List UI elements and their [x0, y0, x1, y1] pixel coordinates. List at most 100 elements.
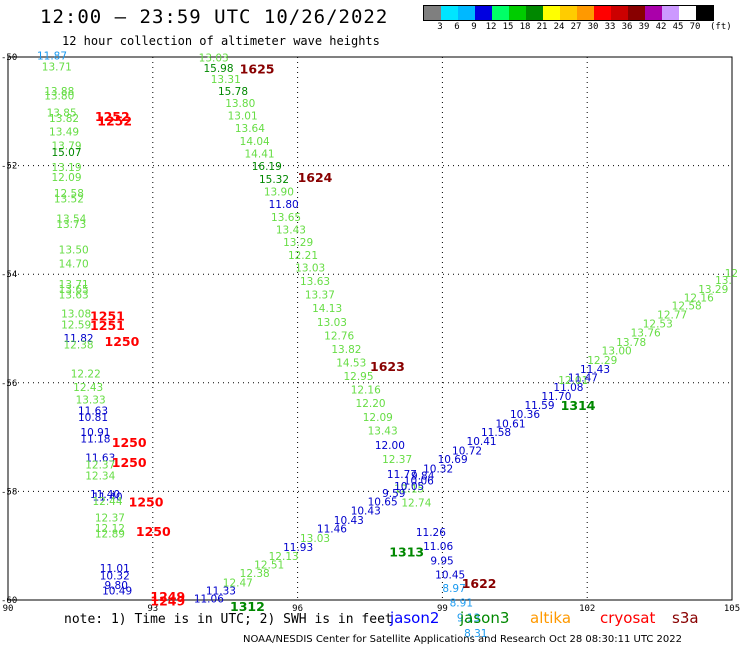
x-tick-label: 96 [292, 604, 303, 614]
wave-height-label: 13.03 [295, 262, 325, 274]
time-mark: 1251 [90, 318, 125, 333]
legend-label: 36 [621, 22, 633, 32]
legend-swatch [458, 6, 475, 20]
wave-height-label: 15.78 [218, 86, 248, 98]
wave-height-label: 11.01 [100, 563, 130, 575]
wave-height-label: 12.01 [558, 375, 588, 387]
wave-height-label: 13.73 [56, 219, 86, 231]
wave-height-label: 10.69 [438, 454, 468, 466]
wave-height-label: 12.58 [54, 188, 84, 200]
wave-height-label: 13.00 [602, 346, 632, 358]
time-mark: 1250 [136, 524, 171, 539]
wave-height-label: 15.98 [203, 63, 233, 75]
legend-label: 27 [570, 22, 582, 32]
y-tick-label: -50 [1, 53, 17, 63]
wave-height-label: 12.12 [95, 523, 125, 535]
wave-height-label: 13.01 [228, 110, 258, 122]
wave-height-label: 13.65 [271, 212, 301, 224]
legend-swatch [424, 6, 441, 20]
wave-height-label: 13.64 [235, 123, 265, 135]
wave-height-label: 12.37 [95, 512, 125, 524]
time-mark: 1252 [97, 113, 132, 128]
legend-swatch [509, 6, 526, 20]
legend-swatch [645, 6, 662, 20]
x-tick-label: 99 [437, 604, 448, 614]
satellite-s3a: s3a [672, 609, 699, 627]
legend-label: 12 [485, 22, 497, 32]
wave-height-label: 11.87 [37, 51, 67, 63]
wave-height-label: 11.26 [416, 527, 446, 539]
wave-height-label: 10.05 [394, 481, 424, 493]
legend-swatch [577, 6, 594, 20]
legend-label: 6 [454, 22, 460, 32]
wave-height-label: 13.79 [51, 140, 81, 152]
wave-height-label: 12.89 [95, 529, 125, 541]
wave-height-label: 11.80 [269, 199, 299, 211]
time-mark: 1625 [240, 61, 275, 76]
wave-height-label: 13.85 [47, 108, 77, 120]
wave-height-label: 12.77 [657, 310, 687, 322]
wave-height-label: 13.71 [59, 279, 89, 291]
y-tick-label: -54 [1, 270, 17, 280]
wave-height-label: 13.80 [225, 98, 255, 110]
time-mark: 1250 [105, 334, 140, 349]
wave-height-label: 12.16 [351, 385, 381, 397]
wave-height-label: 12.38 [64, 340, 94, 352]
legend-swatch [526, 6, 543, 20]
wave-height-label: 12.29 [587, 355, 617, 367]
wave-height-label: 12.34 [85, 470, 115, 482]
wave-height-label: 13.88 [44, 86, 74, 98]
x-tick-label: 105 [724, 604, 740, 614]
wave-height-label: 12.44 [92, 496, 122, 508]
wave-height-label: 12.53 [643, 318, 673, 330]
wave-height-label: 9.80 [105, 580, 128, 592]
wave-height-label: 12.09 [363, 412, 393, 424]
legend-swatch [475, 6, 492, 20]
legend-swatch [492, 6, 509, 20]
legend-label: 15 [502, 22, 514, 32]
wave-height-label: 8.31 [464, 628, 487, 640]
satellite-jason3: jason3 [460, 609, 510, 627]
time-mark: 1249 [150, 589, 185, 604]
wave-height-label: 12.38 [240, 568, 270, 580]
wave-height-label: 13.03 [300, 533, 330, 545]
wave-height-label: 13.29 [283, 237, 313, 249]
wave-height-label: 11.47 [568, 373, 598, 385]
time-mark: 1313 [389, 545, 424, 560]
wave-height-label: 12.00 [375, 440, 405, 452]
wave-height-label: 8.91 [450, 598, 473, 610]
y-tick-label: -58 [1, 487, 17, 497]
plot-frame [7, 56, 733, 601]
page-subtitle: 12 hour collection of altimeter wave hei… [62, 34, 380, 48]
wave-height-label: 13.08 [61, 309, 91, 321]
wave-height-label: 11.70 [541, 391, 571, 403]
wave-height-label: 9.13 [457, 613, 480, 625]
time-mark: 1314 [561, 398, 596, 413]
wave-height-label: 9.95 [430, 556, 453, 568]
wave-height-label: 10.72 [452, 445, 482, 457]
wave-height-label: 13.82 [331, 344, 361, 356]
legend-swatch [662, 6, 679, 20]
legend-label: 30 [587, 22, 599, 32]
time-mark: 1624 [298, 170, 333, 185]
y-tick-label: -56 [1, 379, 17, 389]
wave-height-label: 12.37 [85, 460, 115, 472]
wave-height-label: 10.49 [102, 586, 132, 598]
wave-height-label: 10.43 [351, 506, 381, 518]
wave-height-label: 12.51 [254, 560, 284, 572]
satellite-jason2: jason2 [390, 609, 440, 627]
wave-height-label: 13.76 [631, 328, 661, 340]
wave-height-label: 13.37 [305, 290, 335, 302]
x-tick-label: 90 [3, 604, 14, 614]
wave-height-label: 12.74 [401, 498, 431, 510]
wave-height-label: 10.45 [435, 569, 465, 581]
time-mark: 1623 [370, 359, 405, 374]
wave-height-label: 14.13 [312, 303, 342, 315]
x-tick-label: 93 [147, 604, 158, 614]
wave-height-label: 16.19 [252, 161, 282, 173]
wave-height-label: 10.41 [467, 436, 497, 448]
wave-height-label: 9.84 [411, 470, 435, 482]
wave-height-label: 12.95 [343, 371, 373, 383]
wave-height-label: 11.93 [283, 542, 313, 554]
legend-swatch [560, 6, 577, 20]
